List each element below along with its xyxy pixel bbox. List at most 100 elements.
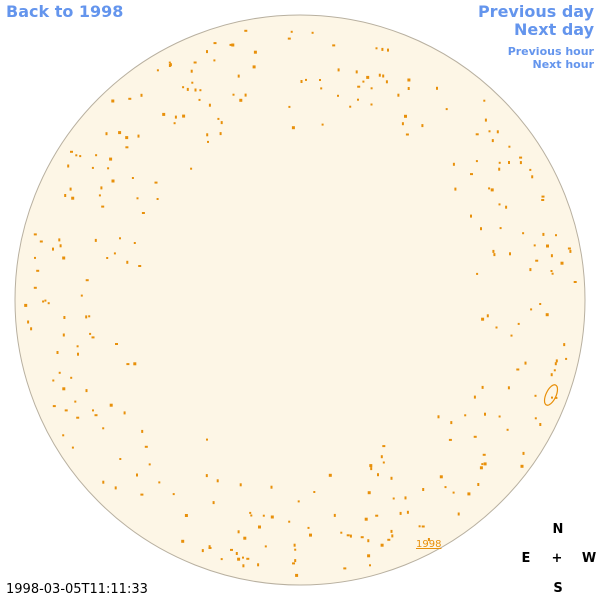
next-hour-link[interactable]: Next hour: [532, 58, 595, 71]
speck: [205, 474, 208, 478]
speck: [294, 559, 297, 563]
speck: [375, 514, 379, 517]
speck: [305, 78, 307, 81]
speck: [369, 564, 371, 567]
speck: [529, 168, 532, 171]
disk-label[interactable]: 1998: [416, 539, 442, 550]
back-link[interactable]: Back to 1998: [6, 2, 124, 21]
speck: [36, 269, 40, 272]
speck: [418, 525, 421, 528]
speck: [246, 557, 250, 560]
speck: [545, 313, 549, 317]
speck: [270, 485, 273, 489]
speck: [148, 463, 151, 466]
speck: [569, 249, 572, 253]
speck: [89, 332, 92, 335]
speck: [212, 501, 215, 505]
speck: [367, 491, 371, 495]
speck: [62, 434, 65, 437]
speck: [70, 376, 73, 379]
speck: [206, 133, 209, 137]
speck: [181, 539, 185, 543]
speck: [508, 145, 511, 148]
speck: [290, 30, 293, 33]
speck: [34, 256, 36, 259]
speck: [551, 396, 553, 399]
speck: [44, 299, 47, 302]
speck: [70, 150, 73, 153]
speck: [62, 256, 66, 260]
speck: [168, 61, 171, 64]
speck: [69, 187, 72, 191]
speck: [546, 244, 549, 248]
speck: [220, 121, 223, 125]
speck: [52, 405, 56, 408]
speck: [366, 75, 370, 79]
speck: [85, 389, 88, 393]
speck: [141, 212, 145, 214]
speck: [172, 493, 175, 496]
speck: [158, 481, 161, 484]
speck: [488, 130, 491, 133]
speck: [291, 126, 295, 130]
speck: [229, 43, 233, 46]
speck: [71, 446, 74, 449]
speck: [199, 89, 202, 92]
speck: [555, 359, 558, 363]
speck: [542, 232, 545, 236]
speck: [307, 526, 310, 529]
speck: [219, 132, 222, 136]
speck: [499, 227, 502, 230]
next-day-link[interactable]: Next day: [514, 20, 594, 39]
speck: [258, 525, 261, 529]
speck: [47, 302, 50, 305]
speck: [422, 488, 425, 491]
speck: [337, 94, 339, 97]
speck: [484, 118, 487, 122]
speck: [118, 131, 122, 135]
speck: [427, 538, 430, 541]
speck: [444, 486, 447, 489]
speck: [95, 154, 98, 157]
speck: [519, 156, 523, 159]
speck: [206, 50, 208, 54]
speck: [126, 363, 130, 366]
speck: [332, 44, 336, 47]
speck: [30, 327, 33, 331]
speck: [377, 473, 379, 477]
speck: [207, 140, 209, 143]
speck: [541, 199, 545, 201]
speck: [450, 421, 453, 425]
speck: [208, 545, 211, 549]
speck: [370, 103, 373, 106]
speck: [154, 181, 158, 184]
speck: [24, 303, 28, 307]
speck: [59, 244, 62, 248]
speck: [519, 161, 522, 165]
speck: [554, 362, 557, 366]
speck: [452, 491, 455, 494]
speck: [467, 492, 471, 496]
speck: [198, 98, 201, 101]
speck: [392, 497, 395, 500]
speck: [405, 133, 409, 136]
speck: [213, 59, 216, 62]
speck: [71, 196, 75, 200]
speck: [481, 317, 485, 321]
speck: [380, 455, 383, 459]
previous-day-link[interactable]: Previous day: [477, 2, 594, 21]
speck: [123, 411, 126, 415]
speck: [113, 252, 116, 255]
speck: [162, 112, 166, 116]
speck: [529, 268, 532, 272]
speck: [239, 98, 243, 102]
speck: [496, 130, 499, 134]
previous-hour-link[interactable]: Previous hour: [507, 45, 594, 58]
speck: [553, 369, 556, 372]
speck: [498, 203, 501, 206]
speck: [488, 187, 491, 190]
speck: [232, 93, 235, 96]
speck: [262, 514, 265, 517]
speck: [201, 549, 204, 553]
